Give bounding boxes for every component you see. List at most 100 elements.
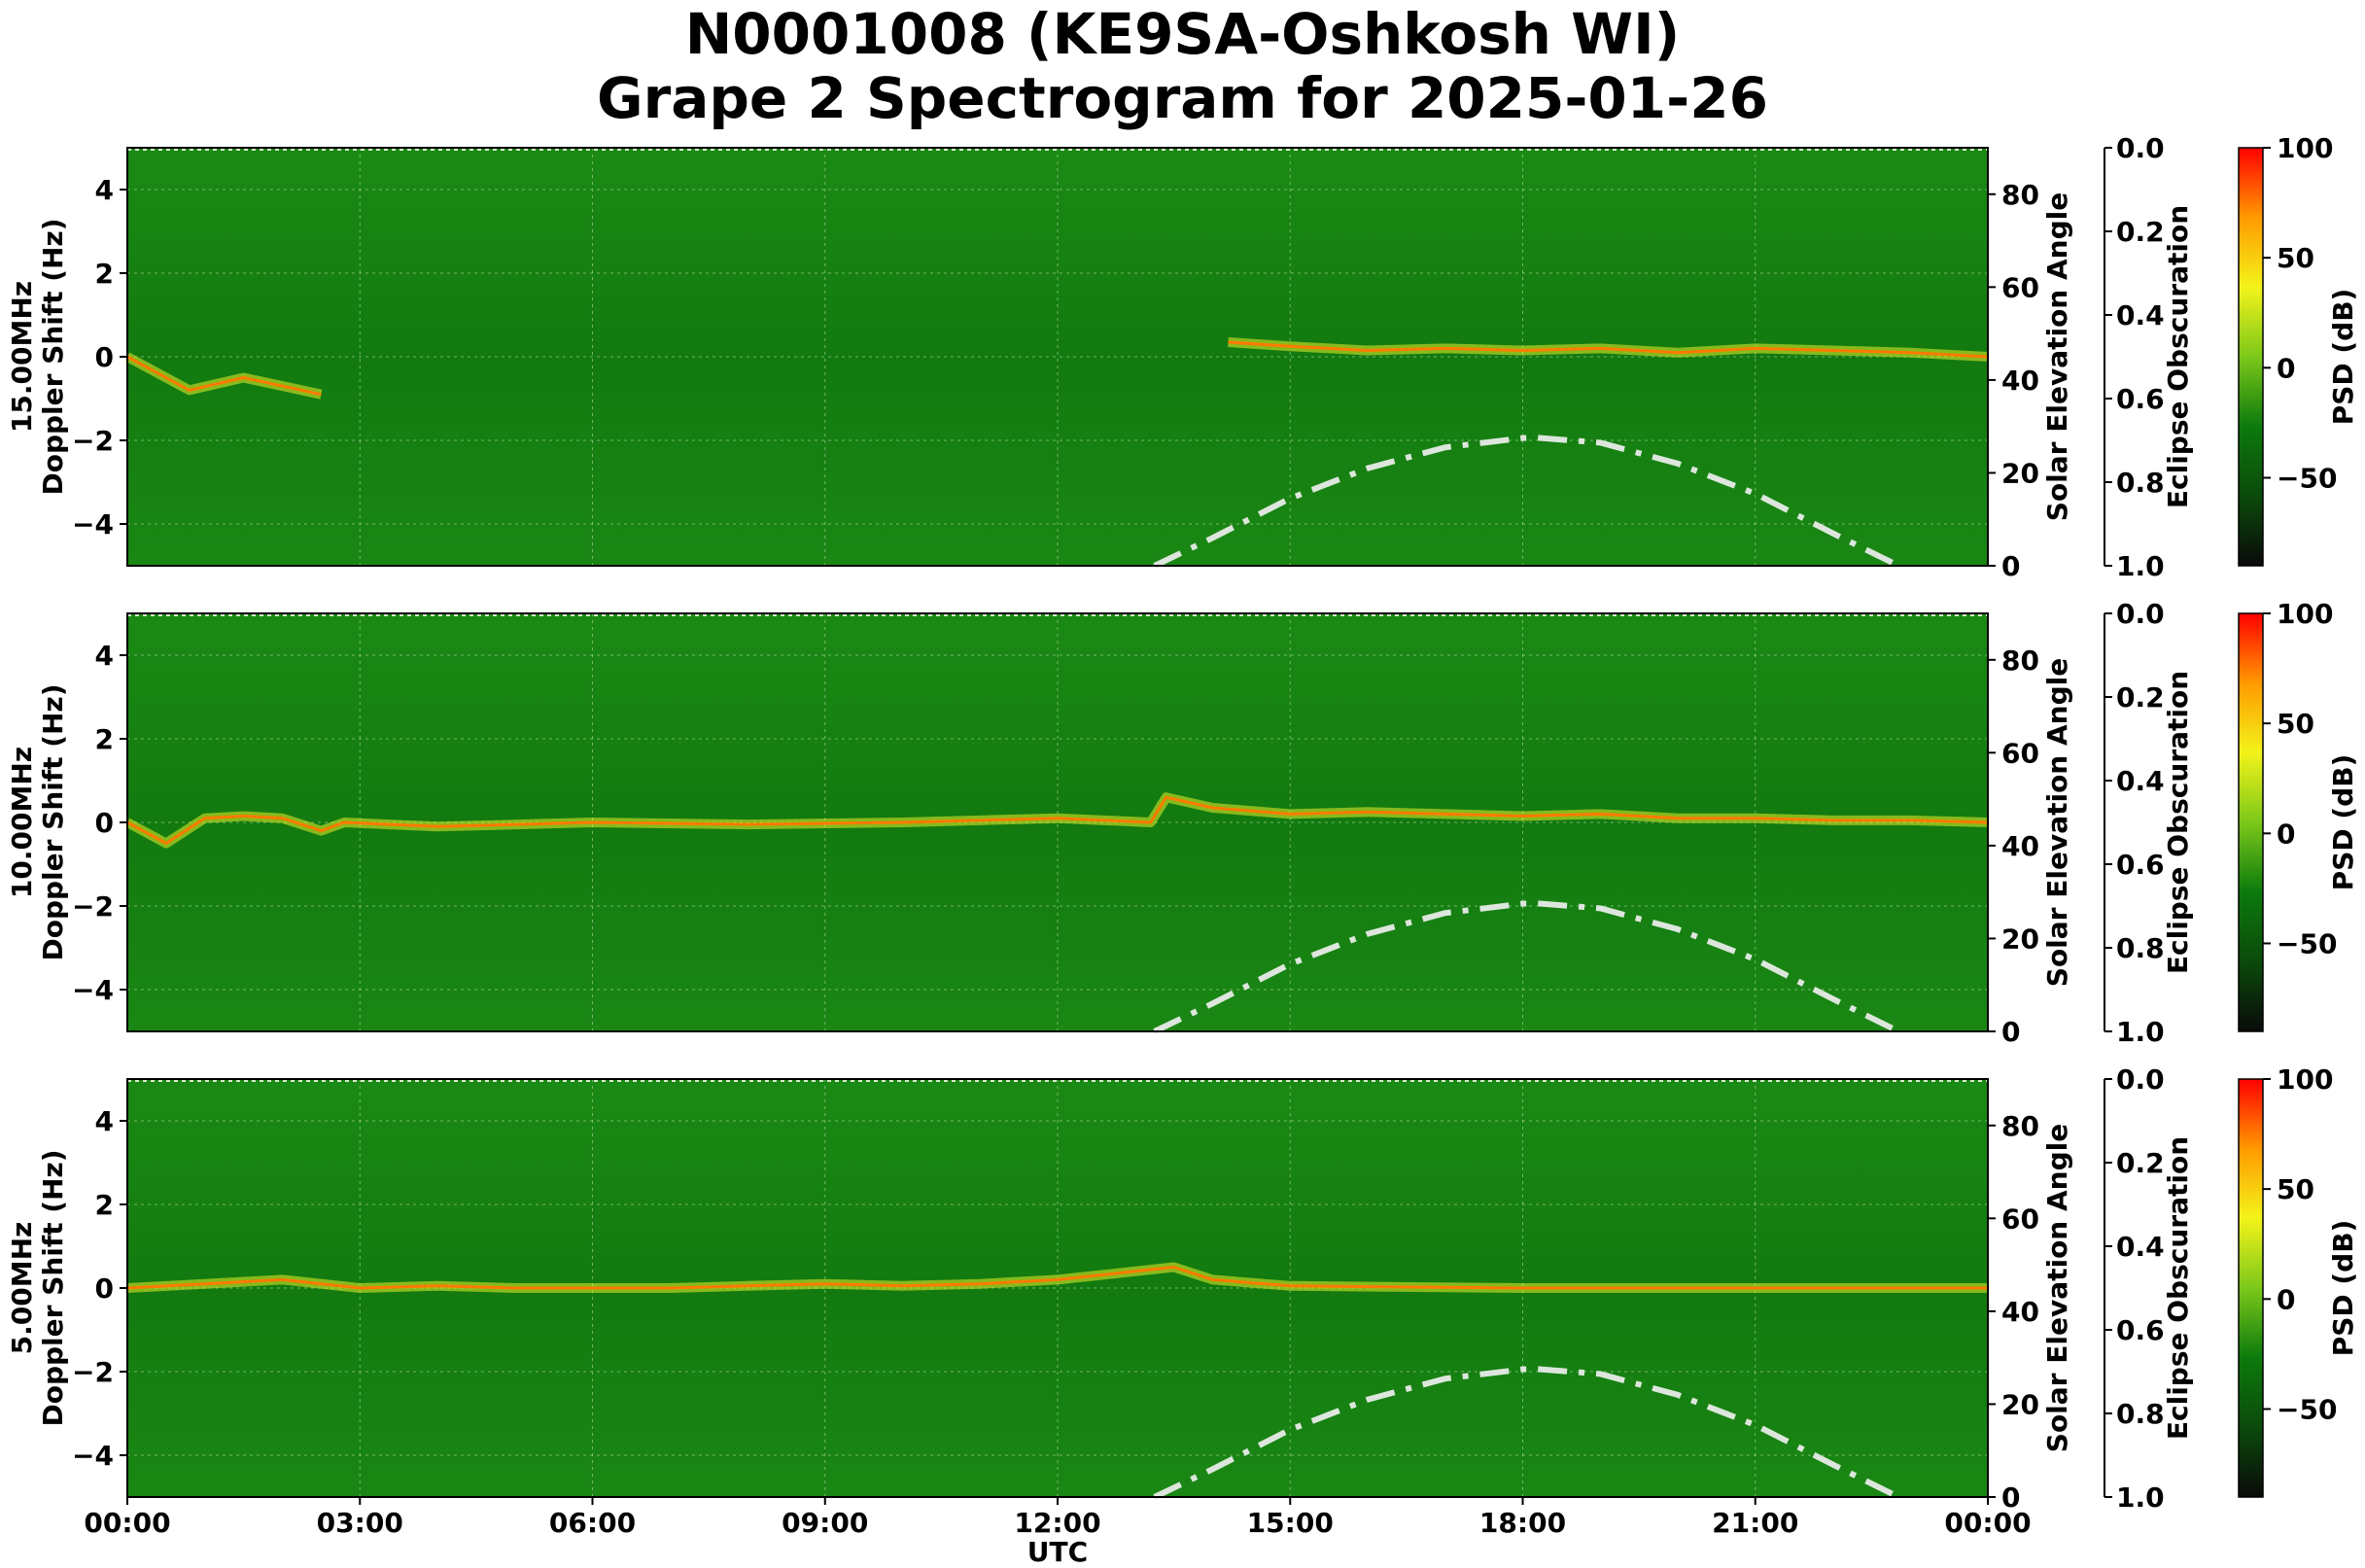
colorbar-tick-label: 100 <box>2277 132 2333 164</box>
solar-elevation-curve <box>1153 435 1900 569</box>
eclipse-tick-label: 0.6 <box>2116 383 2165 415</box>
solar-elevation-curve <box>1153 900 1900 1034</box>
eclipse-tick-label: 0.8 <box>2116 1398 2165 1430</box>
solar-elevation-curve <box>1153 1366 1900 1500</box>
x-tick-label: 12:00 <box>1014 1507 1100 1539</box>
eclipse-tick-label: 0.4 <box>2116 1231 2165 1263</box>
colorbar-label: PSD (dB) <box>2327 754 2359 891</box>
colorbar-tick-label: 100 <box>2277 1063 2333 1096</box>
elevation-axis-label: Solar Elevation Angle <box>2041 192 2073 521</box>
x-tick-label: 09:00 <box>782 1507 868 1539</box>
colorbar-label: PSD (dB) <box>2327 1220 2359 1357</box>
eclipse-axis-label: Eclipse Obscuration <box>2162 1136 2194 1440</box>
x-tick-label: 15:00 <box>1247 1507 1334 1539</box>
x-tick-label: 18:00 <box>1479 1507 1566 1539</box>
eclipse-tick-label: 1.0 <box>2116 550 2165 582</box>
carrier-trace <box>126 1266 1988 1290</box>
panel-10-00MHz: 420−2−410.00MHz Doppler Shift (Hz)0204060… <box>6 598 2359 1048</box>
x-tick-label: 00:00 <box>1944 1507 2031 1539</box>
frequency-label: 10.00MHz <box>6 747 38 898</box>
eclipse-tick-label: 0.0 <box>2116 598 2165 630</box>
colorbar-tick-label: 100 <box>2277 598 2333 630</box>
y-tick-label: 0 <box>95 341 114 373</box>
title-line-2: Grape 2 Spectrogram for 2025-01-26 <box>597 65 1768 131</box>
elevation-tick-label: 80 <box>2001 1110 2039 1142</box>
colorbar-tick-label: 50 <box>2277 708 2314 740</box>
carrier-trace <box>126 340 1989 397</box>
eclipse-axis-label: Eclipse Obscuration <box>2162 205 2194 508</box>
eclipse-tick-label: 0.6 <box>2116 849 2165 881</box>
colorbar-tick-label: 0 <box>2277 818 2295 850</box>
y-tick-label: 2 <box>95 1189 114 1221</box>
y-tick-label: 4 <box>95 174 114 206</box>
carrier-trace <box>126 795 1989 845</box>
elevation-tick-label: 40 <box>2001 830 2039 862</box>
x-tick-label: 03:00 <box>317 1507 403 1539</box>
elevation-axis-label: Solar Elevation Angle <box>2041 1124 2073 1452</box>
y-tick-label: 0 <box>95 1272 114 1305</box>
eclipse-tick-label: 0.0 <box>2116 1063 2165 1096</box>
y-axis-label: Doppler Shift (Hz) <box>37 683 69 960</box>
eclipse-tick-label: 0.4 <box>2116 299 2165 331</box>
eclipse-tick-label: 0.6 <box>2116 1314 2165 1346</box>
eclipse-tick-label: 0.0 <box>2116 132 2165 164</box>
y-tick-label: 0 <box>95 807 114 839</box>
eclipse-tick-label: 0.8 <box>2116 932 2165 964</box>
y-tick-label: −2 <box>72 1356 114 1388</box>
elevation-tick-label: 60 <box>2001 1202 2039 1235</box>
panel-15-00MHz: 420−2−415.00MHz Doppler Shift (Hz)0204060… <box>6 132 2359 582</box>
elevation-tick-label: 20 <box>2001 923 2039 955</box>
eclipse-tick-label: 0.2 <box>2116 1147 2165 1179</box>
title-line-1: N0001008 (KE9SA-Oshkosh WI) <box>684 1 1681 67</box>
colorbar-tick-label: 50 <box>2277 242 2314 274</box>
x-tick-label: 00:00 <box>84 1507 170 1539</box>
elevation-tick-label: 40 <box>2001 1296 2039 1328</box>
elevation-tick-label: 60 <box>2001 737 2039 769</box>
eclipse-tick-label: 1.0 <box>2116 1016 2165 1048</box>
colorbar-tick-label: −50 <box>2277 1393 2337 1425</box>
eclipse-tick-label: 0.8 <box>2116 467 2165 499</box>
x-tick-label: 21:00 <box>1712 1507 1798 1539</box>
x-axis-label: UTC <box>1027 1536 1088 1568</box>
elevation-tick-label: 0 <box>2001 1016 2020 1048</box>
elevation-tick-label: 0 <box>2001 1481 2020 1514</box>
x-tick-label: 06:00 <box>549 1507 636 1539</box>
y-tick-label: 4 <box>95 640 114 672</box>
elevation-tick-label: 60 <box>2001 271 2039 303</box>
elevation-tick-label: 40 <box>2001 365 2039 397</box>
colorbar-tick-label: 50 <box>2277 1173 2314 1205</box>
y-tick-label: −4 <box>72 508 114 540</box>
chart-title: N0001008 (KE9SA-Oshkosh WI) Grape 2 Spec… <box>0 0 2365 130</box>
elevation-tick-label: 80 <box>2001 645 2039 677</box>
elevation-tick-label: 80 <box>2001 179 2039 211</box>
y-tick-label: −4 <box>72 974 114 1006</box>
y-axis-label: Doppler Shift (Hz) <box>37 1149 69 1426</box>
eclipse-axis-label: Eclipse Obscuration <box>2162 671 2194 974</box>
elevation-tick-label: 20 <box>2001 1388 2039 1420</box>
colorbar <box>2238 1078 2264 1498</box>
eclipse-tick-label: 0.4 <box>2116 765 2165 797</box>
panel-5-00MHz: 420−2−45.00MHz Doppler Shift (Hz)02040608… <box>6 1063 2359 1514</box>
elevation-axis-label: Solar Elevation Angle <box>2041 658 2073 987</box>
colorbar-tick-label: −50 <box>2277 927 2337 959</box>
eclipse-tick-label: 1.0 <box>2116 1481 2165 1514</box>
frequency-label: 5.00MHz <box>6 1222 38 1355</box>
colorbar-tick-label: 0 <box>2277 352 2295 384</box>
colorbar <box>2238 612 2264 1032</box>
y-tick-label: −2 <box>72 890 114 923</box>
y-tick-label: 2 <box>95 723 114 755</box>
colorbar <box>2238 147 2264 567</box>
colorbar-label: PSD (dB) <box>2327 289 2359 426</box>
y-axis-label: Doppler Shift (Hz) <box>37 218 69 495</box>
eclipse-tick-label: 0.2 <box>2116 216 2165 248</box>
y-tick-label: −2 <box>72 425 114 457</box>
y-tick-label: −4 <box>72 1440 114 1472</box>
y-tick-label: 4 <box>95 1105 114 1137</box>
elevation-tick-label: 20 <box>2001 457 2039 489</box>
y-tick-label: 2 <box>95 258 114 290</box>
colorbar-tick-label: 0 <box>2277 1283 2295 1315</box>
colorbar-tick-label: −50 <box>2277 462 2337 494</box>
eclipse-tick-label: 0.2 <box>2116 681 2165 714</box>
frequency-label: 15.00MHz <box>6 281 38 433</box>
